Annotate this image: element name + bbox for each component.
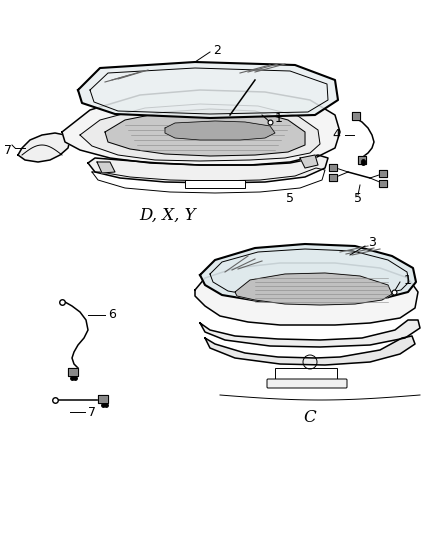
Polygon shape <box>200 244 416 303</box>
Text: 1: 1 <box>275 111 283 125</box>
Polygon shape <box>300 155 318 168</box>
Polygon shape <box>352 112 360 120</box>
Polygon shape <box>195 263 418 325</box>
Text: 1: 1 <box>404 273 412 287</box>
Polygon shape <box>165 121 275 140</box>
Polygon shape <box>329 164 337 171</box>
Text: 6: 6 <box>108 309 116 321</box>
Polygon shape <box>97 162 115 173</box>
Text: 7: 7 <box>4 143 12 157</box>
Text: D, X, Y: D, X, Y <box>140 206 196 223</box>
Polygon shape <box>200 320 420 347</box>
Text: 7: 7 <box>88 406 96 418</box>
FancyBboxPatch shape <box>185 180 245 188</box>
Polygon shape <box>62 90 340 165</box>
Polygon shape <box>105 109 305 156</box>
FancyBboxPatch shape <box>267 379 347 388</box>
Polygon shape <box>18 133 70 162</box>
Polygon shape <box>78 62 338 118</box>
Polygon shape <box>88 155 328 183</box>
Text: 4: 4 <box>332 128 340 141</box>
Text: 5: 5 <box>354 191 362 205</box>
Polygon shape <box>80 104 320 161</box>
Polygon shape <box>379 180 387 187</box>
Polygon shape <box>205 336 415 365</box>
Polygon shape <box>329 174 337 181</box>
Polygon shape <box>68 368 78 376</box>
Polygon shape <box>358 156 366 164</box>
FancyBboxPatch shape <box>275 368 337 380</box>
Text: 5: 5 <box>286 191 294 205</box>
Text: 3: 3 <box>368 237 376 249</box>
Polygon shape <box>235 273 392 305</box>
Text: 2: 2 <box>213 44 221 56</box>
Polygon shape <box>98 395 108 403</box>
Polygon shape <box>379 170 387 177</box>
Text: C: C <box>304 409 316 426</box>
